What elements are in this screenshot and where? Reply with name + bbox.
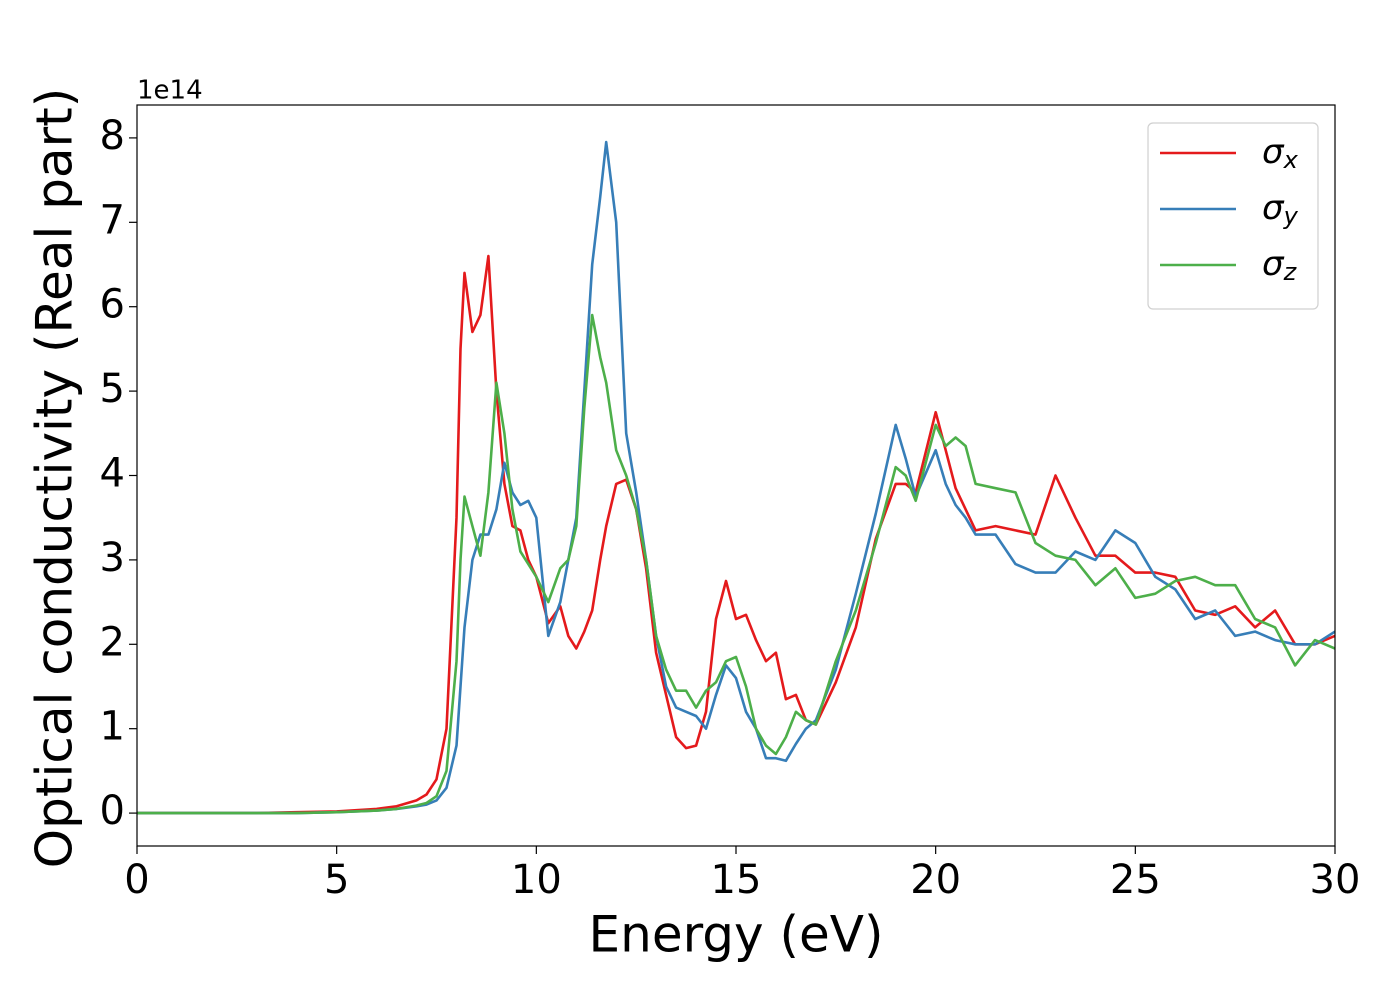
legend-label: σz [1262, 244, 1298, 287]
y-tick-label: 7 [100, 197, 125, 243]
legend-label: σy [1262, 188, 1299, 231]
y-tick-label: 8 [100, 113, 125, 159]
legend-label: σx [1262, 132, 1299, 175]
x-tick-label: 15 [711, 857, 762, 903]
series-line [137, 140, 1335, 815]
legend-box [1147, 122, 1319, 310]
y-tick-label: 2 [100, 619, 125, 665]
y-tick-label: 6 [100, 282, 125, 328]
x-tick-label: 30 [1310, 857, 1361, 903]
x-tick-label: 0 [124, 857, 149, 903]
x-tick-label: 25 [1110, 857, 1161, 903]
y-tick-label: 4 [100, 451, 125, 497]
y-tick-label: 5 [100, 366, 125, 412]
y-tick-label: 3 [100, 535, 125, 581]
y-tick-label: 0 [100, 788, 125, 834]
series-line [137, 313, 1335, 815]
series-line [137, 254, 1335, 815]
x-tick-label: 5 [324, 857, 349, 903]
y-axis-label: Optical conductivity (Real part) [26, 88, 84, 869]
offset-label: 1e14 [137, 76, 203, 106]
y-tick-label: 1 [100, 704, 125, 750]
x-axis-label: Energy (eV) [589, 906, 884, 964]
plot-frame [136, 104, 1336, 847]
x-tick-label: 20 [910, 857, 961, 903]
x-tick-label: 10 [511, 857, 562, 903]
